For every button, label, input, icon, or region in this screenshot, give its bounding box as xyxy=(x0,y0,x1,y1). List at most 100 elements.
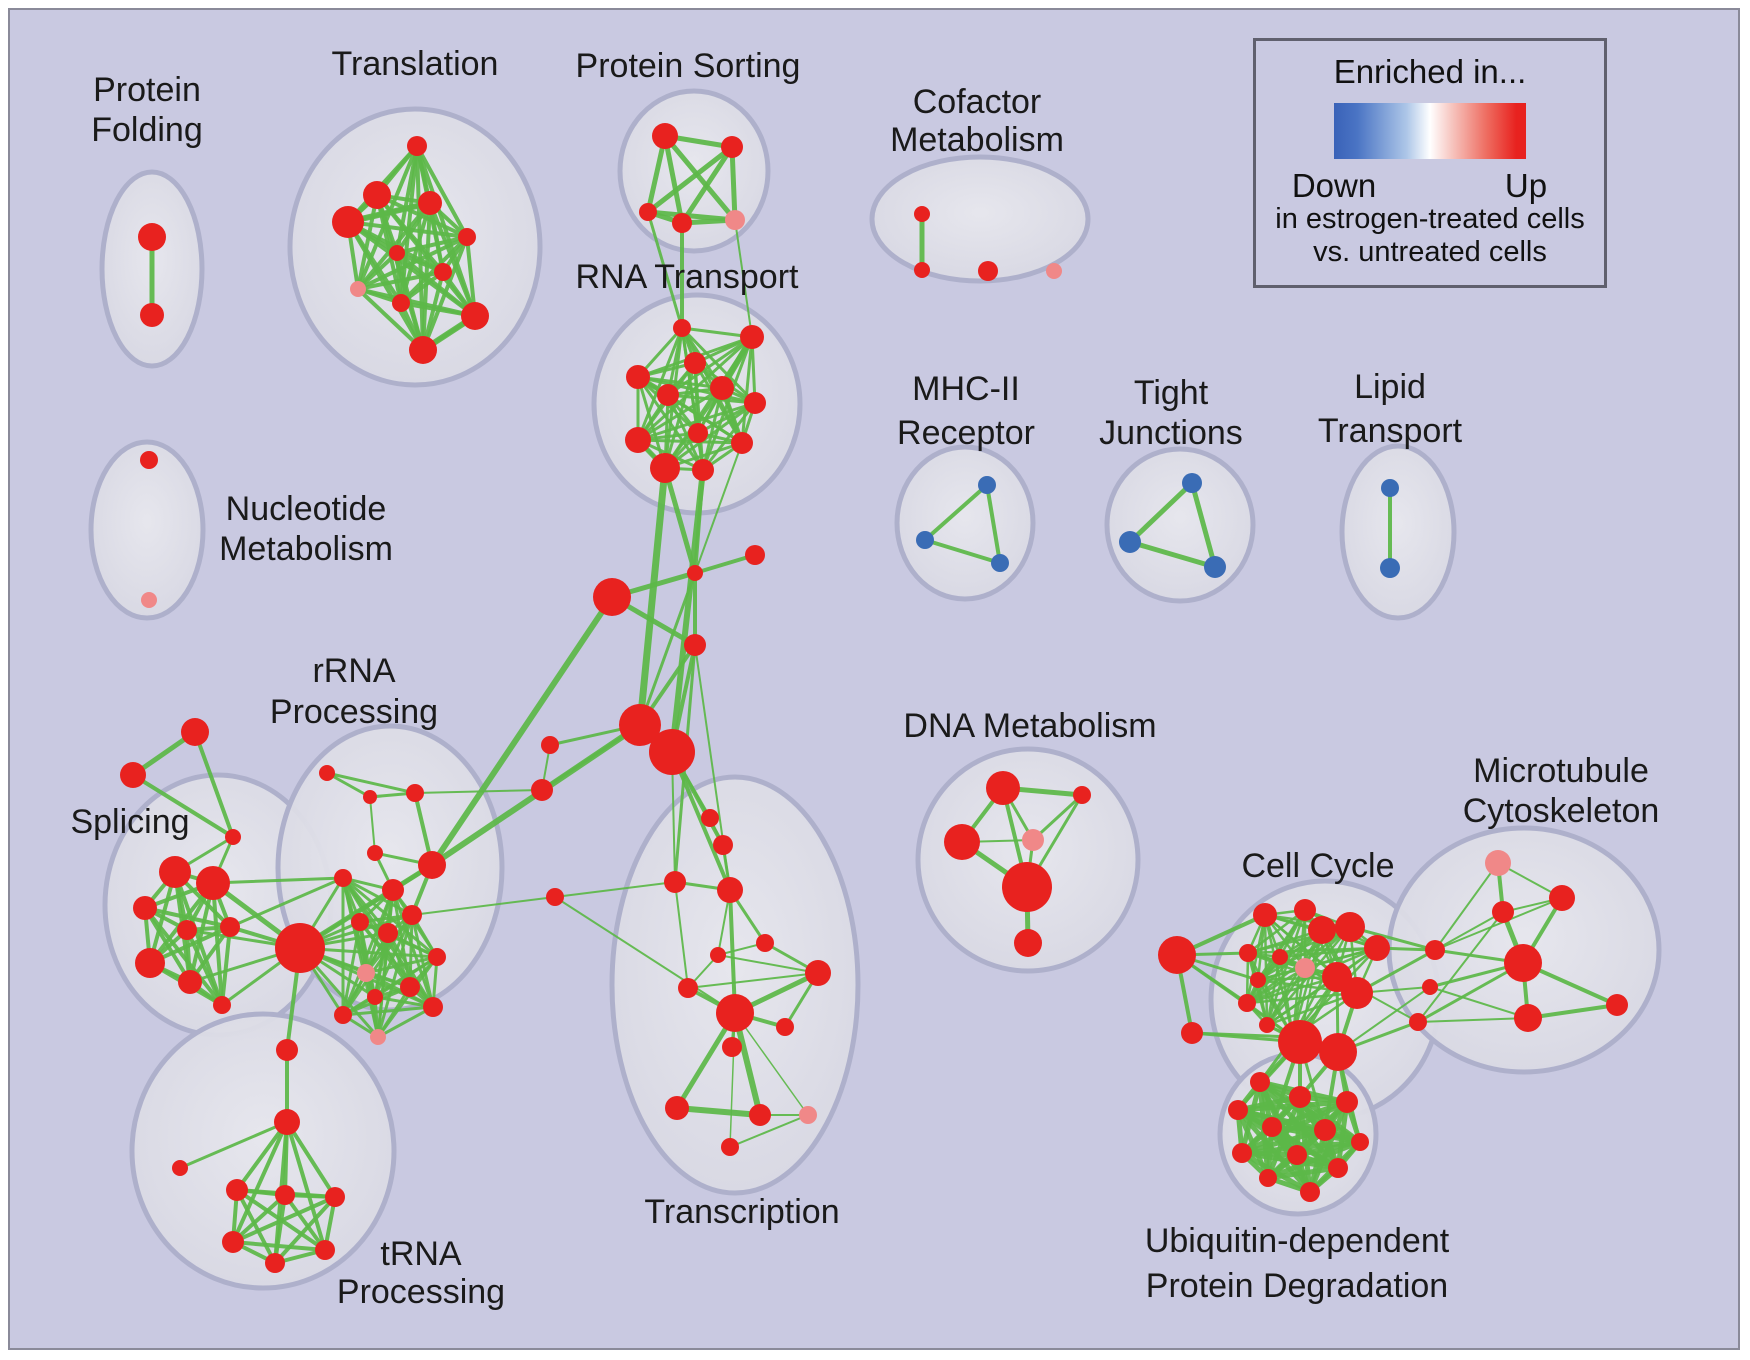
graph-node-rr9[interactable] xyxy=(402,905,422,925)
graph-node-tx5[interactable] xyxy=(710,947,726,963)
graph-edge-tn1-tn5[interactable] xyxy=(285,1120,337,1199)
graph-edge-ps2-ps3[interactable] xyxy=(645,144,735,215)
graph-edge-mh1-mh3[interactable] xyxy=(985,483,1002,565)
graph-node-tn4[interactable] xyxy=(275,1185,295,1205)
graph-edge-spA-spC[interactable] xyxy=(193,730,235,839)
graph-node-cc15[interactable] xyxy=(1259,1017,1275,1033)
graph-edge-cc3-cc14[interactable] xyxy=(1245,913,1267,1005)
graph-edge-rt4-rt12[interactable] xyxy=(636,375,705,472)
graph-edge-tx3-tx7[interactable] xyxy=(674,881,689,989)
graph-edge-mh2-mh3[interactable] xyxy=(923,538,1002,565)
graph-node-rt3[interactable] xyxy=(684,352,706,374)
graph-node-cc7[interactable] xyxy=(1364,935,1390,961)
graph-edge-hb6-tx4[interactable] xyxy=(670,750,732,892)
graph-node-rr5[interactable] xyxy=(418,851,446,879)
graph-node-hb7[interactable] xyxy=(541,736,559,754)
graph-node-hb9[interactable] xyxy=(546,888,564,906)
graph-edge-tr1-tr8[interactable] xyxy=(356,144,419,291)
graph-edge-sp5-sp8[interactable] xyxy=(220,925,232,1007)
graph-node-tx14[interactable] xyxy=(799,1106,817,1124)
graph-node-rt4[interactable] xyxy=(626,365,650,389)
graph-node-pf2[interactable] xyxy=(140,303,164,327)
graph-node-rr1[interactable] xyxy=(319,765,335,781)
graph-node-rr13[interactable] xyxy=(428,948,446,966)
graph-node-cc17[interactable] xyxy=(1278,1020,1322,1064)
graph-node-mt5[interactable] xyxy=(1514,1004,1542,1032)
graph-node-cn2[interactable] xyxy=(1422,979,1438,995)
graph-node-cc5[interactable] xyxy=(1308,916,1336,944)
graph-node-tr6[interactable] xyxy=(389,245,405,261)
graph-edge-rr1-rr2[interactable] xyxy=(325,771,372,799)
graph-node-tn2[interactable] xyxy=(172,1160,188,1176)
graph-edge-tr5-tr6[interactable] xyxy=(395,235,469,255)
graph-node-sp2[interactable] xyxy=(196,866,230,900)
graph-edge-spB-spC[interactable] xyxy=(131,773,235,839)
graph-edge-hb9-rr9[interactable] xyxy=(411,896,556,916)
graph-edge-ps5-rt2[interactable] xyxy=(734,219,753,338)
graph-node-mt2[interactable] xyxy=(1549,885,1575,911)
graph-node-tn7[interactable] xyxy=(265,1253,285,1273)
graph-node-mh3[interactable] xyxy=(991,554,1009,572)
graph-node-ub5[interactable] xyxy=(1262,1117,1282,1137)
graph-edge-rt12-hb6[interactable] xyxy=(669,467,706,755)
graph-edge-rr9-rr16[interactable] xyxy=(341,913,414,1017)
graph-edge-tx9-tx15[interactable] xyxy=(729,1012,736,1148)
graph-node-rt5[interactable] xyxy=(657,384,679,406)
graph-edge-cn3-mt5[interactable] xyxy=(1417,1017,1529,1023)
graph-node-tj3[interactable] xyxy=(1204,556,1226,578)
graph-node-rt1[interactable] xyxy=(673,319,691,337)
graph-edge-mh1-mh2[interactable] xyxy=(923,483,989,542)
graph-edge-tj1-tj3[interactable] xyxy=(1189,480,1218,570)
graph-edge-tr7-tr8[interactable] xyxy=(356,270,445,291)
graph-edge-sp3-sp8[interactable] xyxy=(143,906,224,1007)
graph-node-sp3[interactable] xyxy=(133,896,157,920)
graph-edge-tn4-tn7[interactable] xyxy=(273,1193,287,1265)
graph-node-mt1[interactable] xyxy=(1485,850,1511,876)
graph-node-hb8[interactable] xyxy=(531,779,553,801)
graph-node-dn5[interactable] xyxy=(1002,862,1052,912)
graph-edge-ps2-ps4[interactable] xyxy=(679,144,735,226)
graph-edge-rt7-rt12[interactable] xyxy=(701,401,757,472)
graph-edge-cn1-mt1[interactable] xyxy=(1434,862,1499,951)
graph-node-sp6[interactable] xyxy=(135,948,165,978)
graph-node-cc2[interactable] xyxy=(1181,1022,1203,1044)
graph-node-hb4[interactable] xyxy=(684,634,706,656)
graph-node-ub12[interactable] xyxy=(1300,1182,1320,1202)
graph-node-ps2[interactable] xyxy=(721,136,743,158)
graph-node-hb1[interactable] xyxy=(687,565,703,581)
graph-node-tx10[interactable] xyxy=(776,1018,794,1036)
graph-edge-tn3-tn7[interactable] xyxy=(235,1188,277,1265)
graph-node-mt3[interactable] xyxy=(1492,901,1514,923)
graph-node-tj2[interactable] xyxy=(1119,531,1141,553)
graph-node-rr7[interactable] xyxy=(382,879,404,901)
graph-node-tx1[interactable] xyxy=(701,809,719,827)
graph-edge-rr12-rr18[interactable] xyxy=(386,931,435,1009)
graph-edge-tj2-tj3[interactable] xyxy=(1127,539,1218,570)
graph-edge-rt11-hb1[interactable] xyxy=(662,465,698,576)
graph-node-tx6[interactable] xyxy=(756,934,774,952)
graph-node-rr3[interactable] xyxy=(406,784,424,802)
graph-edge-hb9-tx3[interactable] xyxy=(554,881,676,898)
graph-node-cn1[interactable] xyxy=(1425,940,1445,960)
graph-node-cn3[interactable] xyxy=(1409,1013,1427,1031)
graph-node-hb6[interactable] xyxy=(649,729,695,775)
graph-node-rr18[interactable] xyxy=(423,997,443,1017)
graph-node-tx13[interactable] xyxy=(749,1104,771,1126)
graph-node-rr16[interactable] xyxy=(334,1006,352,1024)
graph-node-lt1[interactable] xyxy=(1381,479,1399,497)
graph-node-tx7[interactable] xyxy=(678,978,698,998)
graph-node-cf4[interactable] xyxy=(1046,263,1062,279)
graph-node-ub10[interactable] xyxy=(1328,1158,1348,1178)
graph-node-tx9[interactable] xyxy=(716,994,754,1032)
graph-node-rr8[interactable] xyxy=(351,913,369,931)
graph-edge-tn5-tn6[interactable] xyxy=(231,1195,337,1244)
graph-edge-sp2-rr6[interactable] xyxy=(211,876,345,885)
graph-edge-rt10-hb1[interactable] xyxy=(694,442,743,574)
graph-node-rr10[interactable] xyxy=(275,923,325,973)
graph-edge-rr17-rr18[interactable] xyxy=(376,1005,435,1039)
graph-edge-rt6-rt12[interactable] xyxy=(701,386,724,472)
graph-node-tx8[interactable] xyxy=(805,960,831,986)
graph-node-sp8[interactable] xyxy=(213,996,231,1014)
graph-edge-cn3-mt3[interactable] xyxy=(1417,911,1504,1023)
graph-node-cc10[interactable] xyxy=(1295,958,1315,978)
